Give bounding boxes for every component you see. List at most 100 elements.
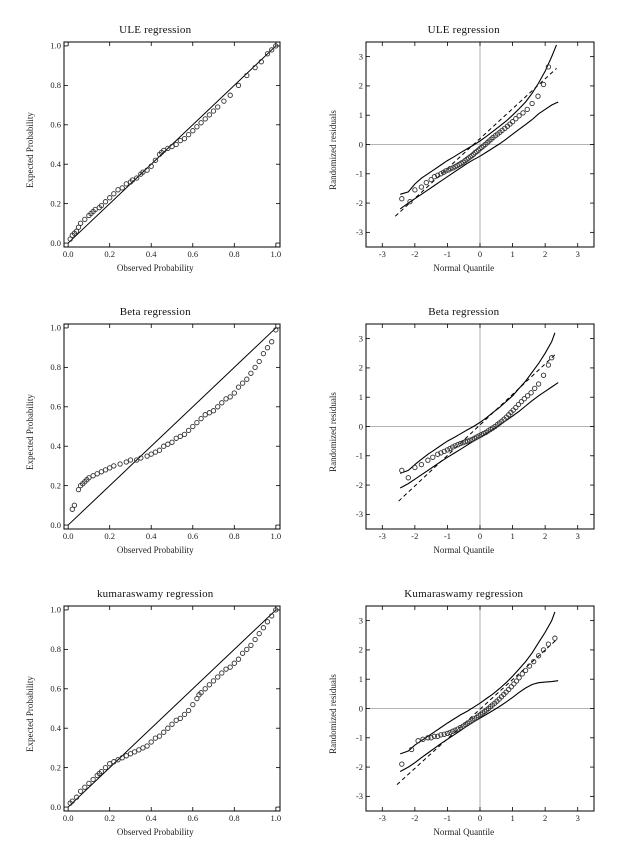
svg-text:-1: -1 — [356, 451, 363, 461]
svg-text:0.6: 0.6 — [50, 402, 61, 412]
svg-text:0: 0 — [478, 813, 482, 823]
chart-title: Beta regression — [119, 305, 191, 318]
svg-text:0.8: 0.8 — [50, 362, 61, 372]
svg-text:1.0: 1.0 — [270, 813, 281, 823]
svg-text:0.6: 0.6 — [50, 684, 61, 694]
chart-title: ULE regression — [427, 23, 500, 36]
chart-pp-beta: Beta regression Expected Probability 0.0… — [6, 290, 305, 570]
svg-text:-1: -1 — [356, 733, 363, 743]
svg-text:0.8: 0.8 — [50, 80, 61, 90]
svg-text:-3: -3 — [356, 791, 363, 801]
svg-text:3: 3 — [359, 616, 363, 626]
plot-row: Expected Probability 0.0 0.2 0.4 0.6 0.8 1.0 0… — [24, 37, 287, 263]
svg-text:1.0: 1.0 — [270, 249, 281, 259]
chart-title: Kumaraswamy regression — [404, 588, 524, 601]
y-axis-label: Randomized residuals — [327, 392, 338, 472]
chart-pp-kumaraswamy: kumaraswamy regression Expected Probabil… — [6, 573, 305, 853]
x-axis-label: Observed Probability — [116, 262, 194, 273]
svg-text:1: 1 — [359, 392, 363, 402]
svg-text:-3: -3 — [356, 227, 363, 237]
svg-text:0.4: 0.4 — [50, 441, 61, 451]
svg-text:2: 2 — [543, 249, 547, 259]
svg-text:0.6: 0.6 — [187, 813, 198, 823]
svg-text:1.0: 1.0 — [270, 531, 281, 541]
x-axis-label: Normal Quantile — [433, 827, 495, 838]
svg-text:0.2: 0.2 — [104, 249, 115, 259]
svg-text:0.0: 0.0 — [50, 238, 61, 248]
svg-text:0.6: 0.6 — [50, 119, 61, 129]
svg-text:2: 2 — [543, 813, 547, 823]
x-axis-label: Normal Quantile — [433, 262, 495, 273]
svg-text:0: 0 — [359, 421, 363, 431]
x-axis-label: Observed Probability — [116, 827, 194, 838]
svg-text:2: 2 — [543, 531, 547, 541]
svg-text:0.2: 0.2 — [50, 480, 61, 490]
svg-text:0.4: 0.4 — [50, 159, 61, 169]
svg-text:-2: -2 — [412, 813, 419, 823]
svg-text:-3: -3 — [379, 531, 386, 541]
svg-text:0: 0 — [359, 139, 363, 149]
svg-text:0.2: 0.2 — [104, 813, 115, 823]
pp-plot-canvas: 0.0 0.2 0.4 0.6 0.8 1.0 0.0 0.2 0.4 0.6 0.8 1.0 — [50, 40, 281, 259]
svg-text:0.4: 0.4 — [146, 813, 157, 823]
svg-text:0.4: 0.4 — [50, 723, 61, 733]
chart-qq-kumaraswamy: Kumaraswamy regression Randomized residu… — [315, 573, 614, 853]
y-axis-label: Randomized residuals — [327, 674, 338, 755]
svg-text:-2: -2 — [412, 531, 419, 541]
svg-text:-1: -1 — [444, 249, 451, 259]
plot-row: Expected Probability 0.0 0.2 0.4 0.6 0.8 1.0 0… — [24, 319, 287, 545]
svg-text:2: 2 — [359, 80, 363, 90]
svg-text:2: 2 — [359, 363, 363, 373]
svg-text:1: 1 — [511, 249, 515, 259]
x-axis-label: Observed Probability — [116, 544, 194, 555]
svg-text:1.0: 1.0 — [50, 323, 61, 333]
x-axis-label: Normal Quantile — [433, 544, 495, 555]
svg-text:1: 1 — [359, 110, 363, 120]
svg-text:3: 3 — [359, 51, 363, 61]
chart-title: ULE regression — [119, 23, 192, 36]
svg-text:0.8: 0.8 — [229, 813, 240, 823]
svg-text:0.0: 0.0 — [50, 520, 61, 530]
svg-text:0: 0 — [359, 704, 363, 714]
svg-text:0.6: 0.6 — [187, 249, 198, 259]
svg-text:-3: -3 — [356, 509, 363, 519]
svg-text:-2: -2 — [412, 249, 419, 259]
y-axis-label: Expected Probability — [25, 111, 36, 188]
svg-text:3: 3 — [576, 813, 580, 823]
svg-text:0.2: 0.2 — [50, 763, 61, 773]
svg-text:0.0: 0.0 — [63, 531, 74, 541]
chart-title: kumaraswamy regression — [96, 588, 214, 601]
svg-text:-1: -1 — [444, 531, 451, 541]
y-axis-label: Expected Probability — [25, 394, 36, 470]
svg-text:0.8: 0.8 — [229, 249, 240, 259]
chart-pp-ule: ULE regression Expected Probability 0.0 0… — [6, 8, 305, 288]
svg-text:0.6: 0.6 — [187, 531, 198, 541]
chart-qq-ule: ULE regression Randomized residuals -3 -2… — [315, 8, 614, 288]
svg-text:-2: -2 — [356, 198, 363, 208]
svg-text:-2: -2 — [356, 480, 363, 490]
svg-text:0.4: 0.4 — [146, 249, 157, 259]
svg-text:3: 3 — [576, 249, 580, 259]
svg-text:1: 1 — [511, 813, 515, 823]
svg-text:-1: -1 — [444, 813, 451, 823]
svg-text:3: 3 — [576, 531, 580, 541]
svg-text:1: 1 — [511, 531, 515, 541]
chart-title: Beta regression — [428, 305, 500, 318]
svg-text:-2: -2 — [356, 762, 363, 772]
svg-text:0.8: 0.8 — [229, 531, 240, 541]
plot-row: Randomized residuals -3 -2 -1 0 1 2 3 -3 -2 -1 0 1 2… — [326, 37, 601, 263]
svg-text:0.8: 0.8 — [50, 644, 61, 654]
svg-text:1.0: 1.0 — [50, 605, 61, 615]
qq-plot-canvas: -3 -2 -1 0 1 2 3 -3 -2 -1 0 1 2 3 — [356, 605, 595, 823]
plot-row: Randomized residuals -3 -2 -1 0 1 2 3 -3 -2 -1 0 1 2… — [326, 319, 601, 545]
pp-plot-canvas: 0.0 0.2 0.4 0.6 0.8 1.0 0.0 0.2 0.4 0.6 0.8 1.0 — [50, 605, 281, 823]
svg-text:0.0: 0.0 — [63, 249, 74, 259]
y-axis-label: Expected Probability — [25, 676, 36, 753]
svg-text:0.0: 0.0 — [50, 802, 61, 812]
svg-text:-1: -1 — [356, 168, 363, 178]
y-axis-label: Randomized residuals — [327, 109, 338, 190]
svg-text:0: 0 — [478, 531, 482, 541]
qq-plot-canvas: -3 -2 -1 0 1 2 3 -3 -2 -1 0 1 2 3 — [356, 323, 595, 541]
svg-text:2: 2 — [359, 645, 363, 655]
svg-text:0.0: 0.0 — [63, 813, 74, 823]
